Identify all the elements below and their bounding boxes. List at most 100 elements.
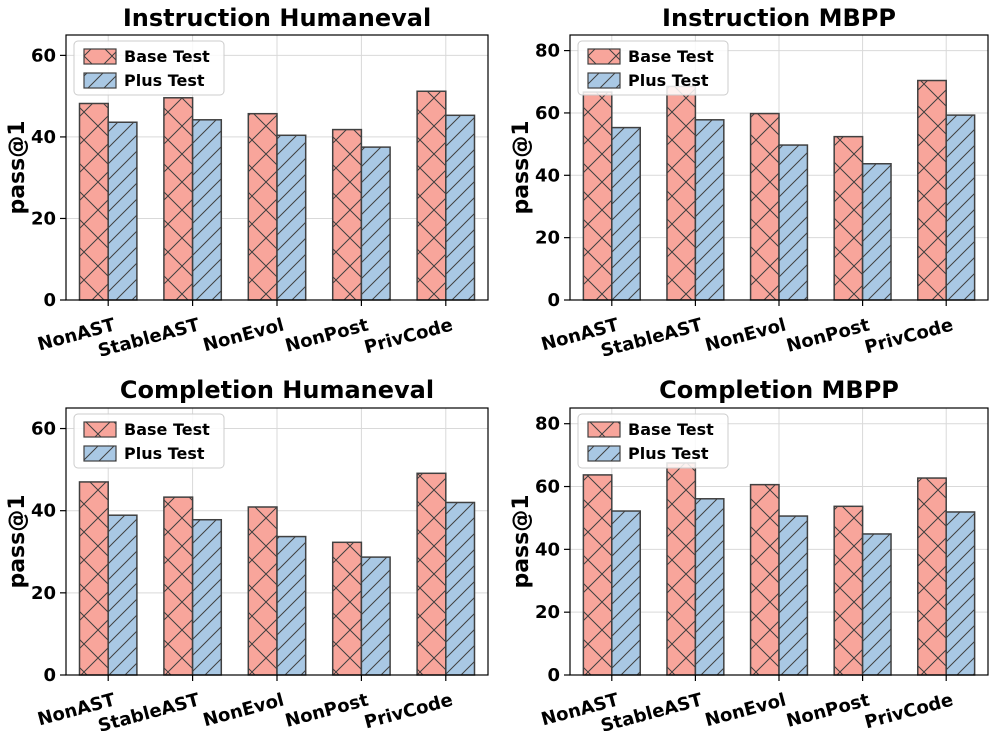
x-tick-label-nonpost: NonPost [283,689,371,731]
bar-base-privcode-hatch [917,477,947,676]
y-tick-label: 60 [535,477,560,498]
y-tick-label: 0 [547,290,560,311]
x-tick-label-nonpost: NonPost [784,689,872,731]
bar-plus-nonast-hatch [107,514,138,676]
bar-base-stableast-hatch [666,462,697,676]
legend-swatch-hatch [587,421,621,438]
bar-base-nonast-hatch [78,481,109,676]
bar-base-nonevol-hatch [247,506,278,676]
bar-base-stableast-hatch [163,97,194,301]
chart-title: Instruction Humaneval [123,4,431,32]
bar-base-nonevol-hatch [749,112,780,301]
y-tick-label: 40 [31,501,56,522]
bar-base-nonast-hatch [582,91,613,301]
x-tick-label-privcode: PrivCode [862,690,955,734]
chart-title: Instruction MBPP [662,4,896,32]
bar-base-privcode-hatch [416,472,447,676]
bar-base-nonpost-hatch [833,135,864,301]
x-tick-label-nonevol: NonEvol [201,690,286,732]
chart-panel-4: 020406080NonASTStableASTNonEvolNonPostPr… [509,376,989,737]
bar-plus-privcode-hatch [445,114,476,301]
y-axis-label: pass@1 [509,120,534,214]
bar-base-nonevol-hatch [247,112,278,301]
bar-plus-stableast-hatch [191,518,223,676]
bar-base-nonast-hatch [78,102,109,301]
bar-plus-privcode-hatch [945,511,976,676]
y-axis-label: pass@1 [5,120,30,214]
x-tick-label-privcode: PrivCode [862,315,955,359]
bar-plus-nonevol-hatch [778,515,809,676]
bar-plus-stableast-hatch [694,498,725,676]
bar-plus-nonpost-hatch [861,163,892,301]
y-axis-label: pass@1 [509,494,534,588]
bar-plus-nonpost-hatch [360,146,391,301]
bar-base-nonpost-hatch [833,505,864,676]
x-tick-label-privcode: PrivCode [362,315,455,359]
x-tick-label-nonevol: NonEvol [703,690,788,732]
y-tick-label: 0 [43,665,56,686]
x-tick-label-nonpost: NonPost [283,314,371,356]
y-tick-label: 60 [535,103,560,124]
legend-swatch-hatch [83,72,117,89]
bar-base-nonpost-hatch [331,541,363,676]
legend-swatch-hatch [83,445,117,462]
x-tick-label-nonpost: NonPost [784,314,872,356]
bar-plus-nonast-hatch [611,510,641,676]
y-tick-label: 20 [31,208,56,229]
y-tick-label: 60 [31,45,56,66]
y-tick-label: 0 [43,290,56,311]
y-tick-label: 20 [535,602,560,623]
bar-plus-nonast-hatch [611,126,641,301]
legend-label: Plus Test [124,444,205,463]
y-tick-label: 0 [547,665,560,686]
bar-plus-nonevol-hatch [778,144,809,301]
y-tick-label: 20 [535,228,560,249]
legend-label: Base Test [628,47,714,66]
chart-title: Completion MBPP [659,376,899,404]
chart-panel-1: 0204060NonASTStableASTNonEvolNonPostPriv… [5,4,489,362]
legend-swatch-hatch [83,421,117,438]
legend-swatch-hatch [587,48,621,65]
y-axis-label: pass@1 [5,494,30,588]
y-tick-label: 20 [31,583,56,604]
chart-panel-3: 0204060NonASTStableASTNonEvolNonPostPriv… [5,376,489,737]
x-tick-label-privcode: PrivCode [362,690,455,734]
y-tick-label: 40 [535,165,560,186]
bar-plus-nonpost-hatch [861,533,892,676]
legend-label: Plus Test [628,71,709,90]
legend-swatch-hatch [587,72,621,89]
legend-label: Base Test [124,47,210,66]
bar-base-nonevol-hatch [749,483,780,676]
legend-label: Base Test [628,420,714,439]
bar-base-privcode-hatch [416,90,447,301]
x-tick-label-nonevol: NonEvol [703,315,788,357]
legend-swatch-hatch [83,48,117,65]
bar-plus-nonast-hatch [107,121,138,301]
x-tick-label-nonevol: NonEvol [201,315,286,357]
y-tick-label: 60 [31,419,56,440]
legend: Base Test Plus Test [577,413,729,469]
bar-base-stableast-hatch [666,85,697,301]
bar-plus-stableast-hatch [191,119,223,301]
legend-label: Base Test [124,420,210,439]
y-tick-label: 80 [535,41,560,62]
bar-base-privcode-hatch [917,79,947,301]
legend-label: Plus Test [124,71,205,90]
y-tick-label: 80 [535,414,560,435]
bar-plus-nonevol-hatch [276,134,307,301]
bar-plus-privcode-hatch [445,501,476,676]
bar-base-nonpost-hatch [331,128,363,301]
chart-panel-2: 020406080NonASTStableASTNonEvolNonPostPr… [509,4,989,362]
bar-base-nonast-hatch [582,474,613,676]
bar-base-stableast-hatch [163,496,194,676]
y-tick-label: 40 [31,127,56,148]
legend: Base Test Plus Test [577,40,729,96]
bar-plus-stableast-hatch [694,119,725,301]
legend: Base Test Plus Test [73,413,225,469]
legend: Base Test Plus Test [73,40,225,96]
legend-swatch-hatch [587,445,621,462]
y-tick-label: 40 [535,539,560,560]
legend-label: Plus Test [628,444,709,463]
bar-plus-privcode-hatch [945,114,976,301]
